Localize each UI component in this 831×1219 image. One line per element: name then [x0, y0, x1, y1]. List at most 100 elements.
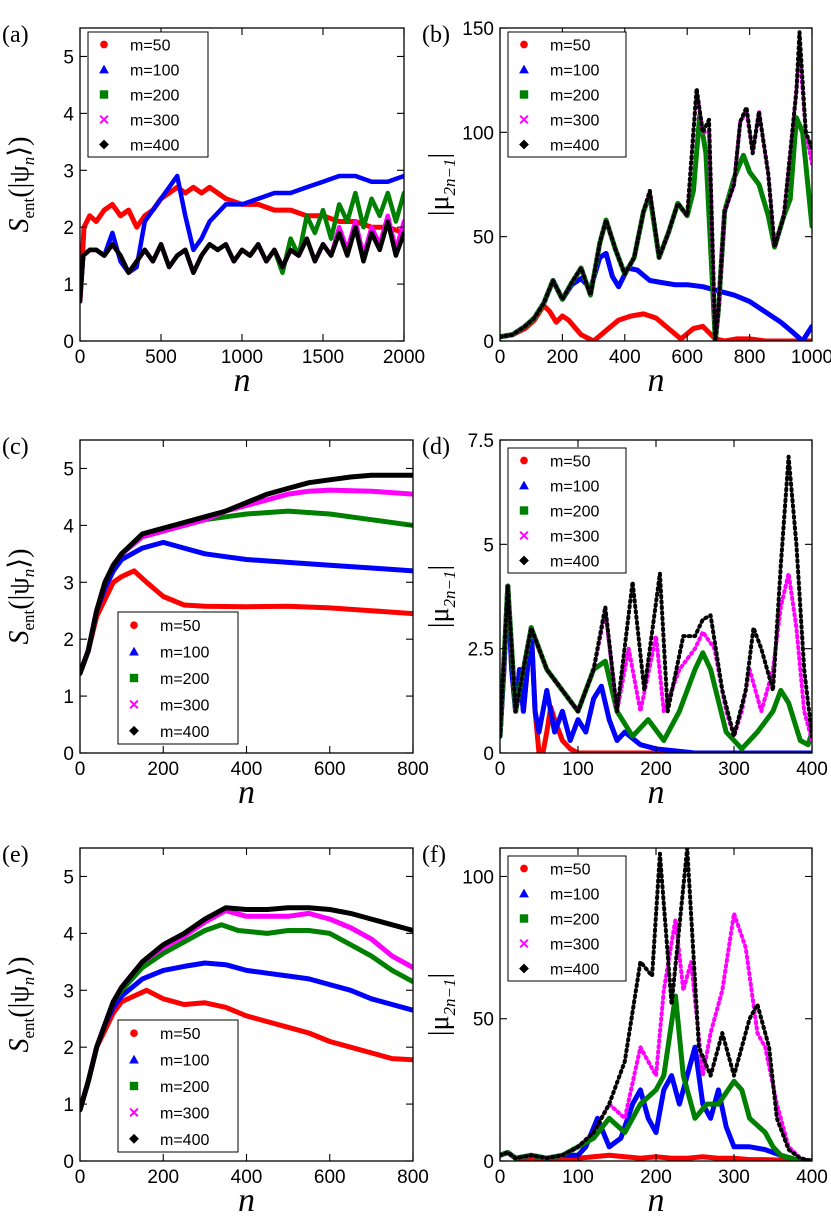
x-tick-label: 100 [562, 1167, 594, 1188]
x-tick-label: 0 [75, 347, 86, 368]
legend-label: m=200 [550, 88, 599, 105]
legend-marker-m-400 [129, 725, 139, 736]
x-axis-label: n [648, 1182, 665, 1219]
legend-label: m=300 [160, 697, 209, 714]
y-tick-label: 4 [63, 104, 74, 125]
legend-marker-m-100 [129, 1054, 139, 1064]
x-tick-label: 0 [75, 759, 86, 780]
x-tick-label: 400 [231, 759, 263, 780]
y-tick-label: 0 [63, 744, 74, 765]
y-tick-label: 5 [63, 47, 74, 68]
panel-c: 0 200 400 600 800 0 1 2 3 4 5 (c) n Sent(|ψn⟩) m=50 m=1… [2, 434, 429, 811]
legend-label: m=400 [550, 962, 599, 979]
legend-marker-m-300 [129, 1107, 139, 1117]
plot-area [500, 454, 812, 753]
series-m-100 [80, 173, 404, 304]
x-tick-label: 800 [397, 759, 429, 780]
x-axis-label: n [238, 774, 255, 811]
legend-label: m=100 [160, 1053, 209, 1070]
plot-area [80, 173, 404, 304]
legend-marker-m-50 [130, 1029, 138, 1038]
legend-marker-m-100 [519, 480, 529, 490]
legend-marker-m-200 [519, 914, 529, 923]
legend-label: m=50 [130, 38, 171, 55]
y-tick-label: 0 [63, 1152, 74, 1173]
legend: m=50 m=100 m=200 m=300 m=400 [507, 31, 627, 158]
legend-marker-m-300 [519, 938, 529, 949]
series-m-400 [500, 30, 812, 341]
legend-label: m=100 [130, 63, 179, 80]
x-tick-label: 600 [671, 347, 703, 368]
legend-marker-m-400 [519, 963, 529, 974]
y-axis-label: |μ2n−1| [424, 153, 459, 216]
y-tick-label: 3 [63, 161, 74, 182]
x-tick-label: 800 [734, 347, 766, 368]
legend-label: m=400 [160, 724, 209, 741]
panel-e: 0 200 400 600 800 0 1 2 3 4 5 (e) n Sent(|ψn⟩) m=50 m=1… [2, 842, 429, 1219]
legend-marker-m-200 [129, 673, 139, 683]
x-tick-label: 0 [495, 347, 506, 368]
y-tick-label: 0 [483, 1152, 494, 1173]
x-tick-label: 200 [547, 347, 579, 368]
panel-f: 0 100 200 300 400050100(f)n|μ2n−1|m=50m=100m… [422, 842, 828, 1219]
panel-label: (f) [422, 842, 446, 868]
legend-marker-m-400 [519, 555, 529, 566]
x-tick-label: 800 [397, 1167, 429, 1188]
panel-label: (d) [422, 434, 450, 460]
y-axis-label: |μ2n−1| [424, 565, 459, 628]
legend-marker-m-100 [519, 64, 529, 74]
y-tick-label: 3 [63, 573, 74, 594]
y-tick-label: 1 [63, 275, 74, 296]
legend-label: m=400 [550, 138, 599, 155]
legend-label: m=100 [550, 479, 599, 496]
legend-marker-m-50 [520, 864, 528, 873]
series-m-200 [500, 993, 812, 1161]
legend-label: m=100 [550, 63, 599, 80]
panel-label: (e) [2, 842, 29, 868]
y-tick-label: 2 [63, 218, 74, 239]
y-tick-label: 0 [483, 744, 494, 765]
y-axis-label: Sent(|ψn⟩) [4, 137, 38, 233]
y-tick-label: 4 [63, 516, 74, 537]
x-tick-label: 200 [640, 759, 672, 780]
y-tick-label: 0 [63, 332, 74, 353]
legend-label: m=100 [160, 645, 209, 662]
x-tick-label: 100 [562, 759, 594, 780]
legend-marker-m-400 [99, 139, 109, 150]
x-tick-label: 400 [609, 347, 641, 368]
series-m-400 [500, 848, 812, 1161]
panel-label: (b) [422, 22, 450, 48]
x-tick-label: 1000 [221, 347, 263, 368]
y-tick-label: 0 [483, 332, 494, 353]
legend-marker-m-50 [520, 456, 528, 465]
legend-label: m=50 [550, 862, 591, 879]
legend-marker-m-300 [99, 114, 109, 125]
panel-label: (a) [2, 22, 29, 48]
legend-label: m=400 [160, 1132, 209, 1149]
legend-marker-m-200 [129, 1081, 139, 1091]
y-tick-label: 2 [63, 1038, 74, 1059]
legend-marker-m-300 [519, 114, 529, 125]
x-tick-label: 200 [147, 759, 179, 780]
x-tick-label: 400 [796, 759, 828, 780]
x-tick-label: 1500 [302, 347, 344, 368]
legend-marker-m-200 [519, 90, 529, 99]
series-m-400 [80, 905, 413, 1113]
y-tick-label: 50 [473, 228, 494, 249]
series-m-50 [80, 568, 413, 676]
y-tick-label: 3 [63, 981, 74, 1002]
panel-d: 0 100 200 300 400 0 2.5 5 7.5 (d) n |μ2n−1| m=50 m=10… [422, 431, 828, 811]
plot-area [80, 472, 413, 676]
y-tick-label: 150 [462, 19, 494, 40]
y-tick-label: 1 [63, 1095, 74, 1116]
legend-marker-m-50 [130, 621, 138, 630]
series-m-400 [80, 472, 413, 676]
legend-label: m=50 [550, 38, 591, 55]
legend-marker-m-300 [519, 530, 529, 541]
y-tick-label: 5 [483, 535, 494, 556]
legend-label: m=300 [550, 937, 599, 954]
legend: m=50 m=100 m=200 m=300 m=400 [87, 31, 209, 158]
x-tick-label: 1000 [791, 347, 831, 368]
x-tick-label: 0 [75, 1167, 86, 1188]
y-tick-label: 5 [63, 867, 74, 888]
